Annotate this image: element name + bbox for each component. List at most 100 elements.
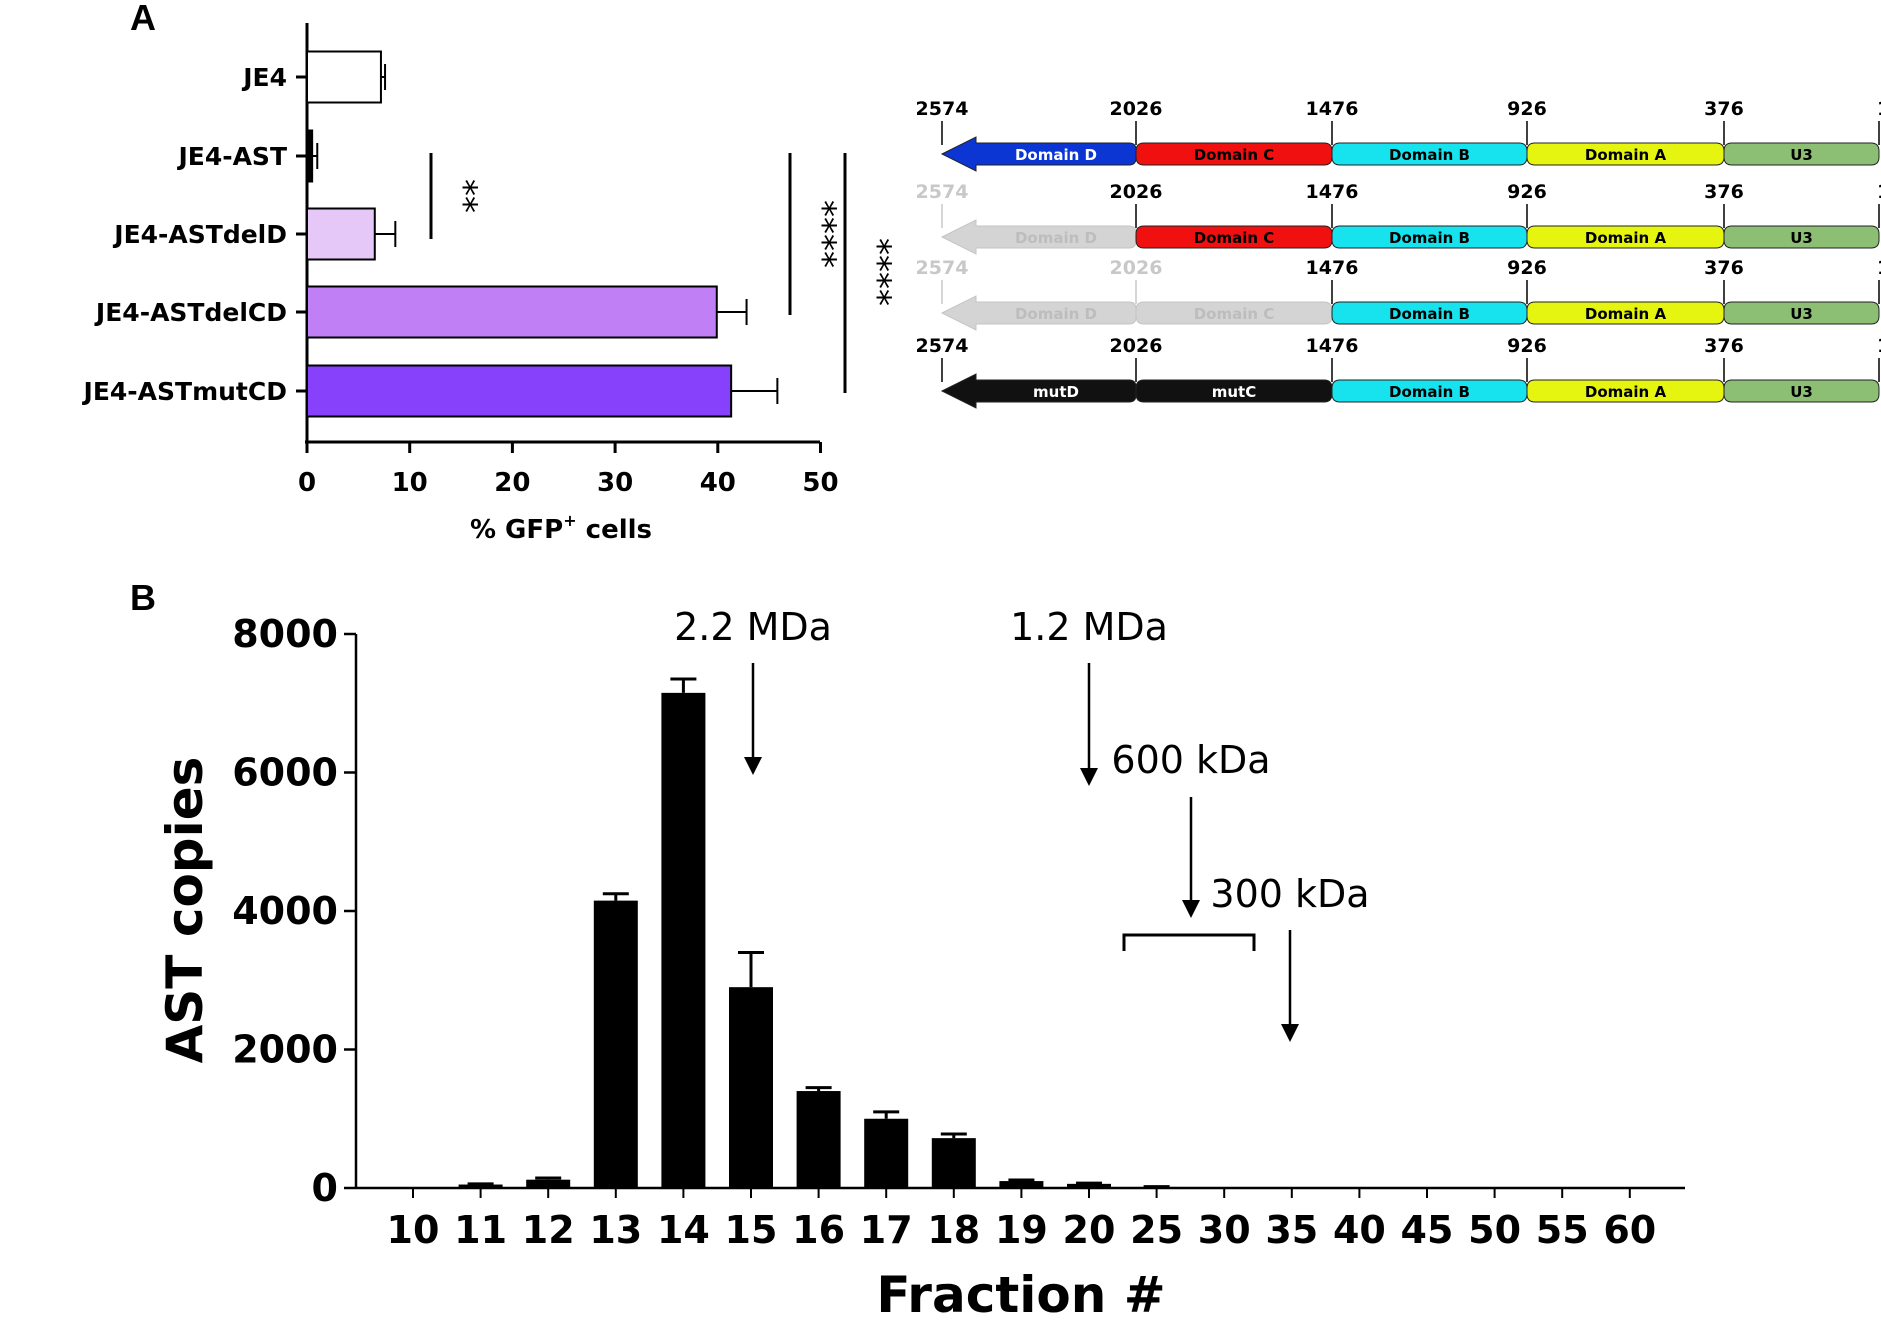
coordinate-label: 926 [1507,181,1547,203]
panel-a-significance: ********** [429,153,898,393]
coordinate-label: 1 [1877,335,1881,357]
domain-segment [1526,225,1725,249]
arrow-head [1182,900,1200,918]
significance-label: **** [803,200,843,268]
domain-label: U3 [1790,305,1813,323]
y-tick-label: 4000 [232,889,338,933]
coordinate-label: 2574 [916,181,969,203]
y-tick-label: 8000 [232,612,338,656]
panel-b-x-axis-label: Fraction # [876,1266,1165,1322]
bar [729,987,773,1188]
x-tick-label: 16 [792,1208,845,1252]
x-tick-label: 40 [1333,1208,1386,1252]
panel-b-y-ticks: 0 2000 4000 6000 8000 [232,612,356,1210]
bar [526,1179,571,1188]
construct-track: 2574 2026 1476 926 376 1 mutD mutC Domain B Domai… [916,335,1881,409]
x-tick-label: 13 [589,1208,642,1252]
y-tick-label: 0 [312,1166,338,1210]
bar [458,1184,503,1188]
construct-diagram: 2574 2026 1476 926 376 1 Domain D Domain C Domai… [916,98,1881,409]
panel-a-x-axis-label: % GFP+ cells [470,511,652,545]
panel-a-categories: JE4 JE4-AST JE4-ASTdelD JE4-ASTdelCD JE4-AST… [82,63,307,406]
coordinate-label: 376 [1704,181,1744,203]
size-marker-label: 2.2 MDa [674,605,832,649]
domain-label: U3 [1790,383,1813,401]
significance-label: **** [858,238,898,306]
x-tick-label: 12 [522,1208,575,1252]
coordinate-label: 2026 [1110,181,1163,203]
panel-b-bar-chart: 0 2000 4000 6000 8000 10 11 12 13 14 15 16 17 18 19 20… [156,605,1685,1322]
arrow-head [1080,768,1098,786]
coordinate-label: 2026 [1110,98,1163,120]
category-label: JE4-ASTdelCD [94,298,287,327]
y-tick-label: 6000 [232,751,338,795]
panel-a-bars [306,50,779,418]
x-tick-label: 14 [657,1208,710,1252]
bar [931,1138,976,1188]
x-label-sup: + [563,511,576,530]
domain-segment [1526,379,1725,403]
panel-a-letter: A [130,0,156,38]
size-marker-label: 1.2 MDa [1010,605,1168,649]
x-tick-label: 40 [700,468,736,498]
bar [999,1181,1044,1188]
size-marker-label: 300 kDa [1210,872,1369,916]
domain-segment [1723,301,1880,325]
domain-label: mutD [1033,383,1079,401]
coordinate-label: 1 [1877,181,1881,203]
domain-label: Domain B [1389,146,1470,164]
x-tick-label: 10 [392,468,428,498]
coordinate-label: 926 [1507,257,1547,279]
coordinate-label: 376 [1704,98,1744,120]
domain-segment [1723,379,1880,403]
domain-label: Domain D [1015,305,1097,323]
x-tick-label: 0 [298,468,316,498]
x-tick-label: 55 [1536,1208,1589,1252]
x-tick-label: 30 [597,468,633,498]
coordinate-label: 1476 [1306,257,1359,279]
x-tick-label: 45 [1401,1208,1454,1252]
domain-segment [1723,142,1880,166]
domain-segment [1135,301,1333,325]
size-marker-label: 600 kDa [1111,738,1270,782]
category-label: JE4-ASTdelD [112,220,287,249]
domain-segment [1723,225,1880,249]
bar [306,285,718,339]
domain-label: Domain B [1389,305,1470,323]
x-tick-label: 20 [1063,1208,1116,1252]
domain-label: Domain D [1015,146,1097,164]
coordinate-label: 2026 [1110,335,1163,357]
domain-label: Domain C [1194,146,1275,164]
panel-b-y-axis-label: AST copies [156,757,214,1064]
x-tick-label: 19 [995,1208,1048,1252]
x-tick-label: 18 [927,1208,980,1252]
arrow-head [744,757,762,775]
coordinate-label: 926 [1507,98,1547,120]
domain-label: Domain A [1585,229,1667,247]
panel-b-letter: B [130,577,156,618]
x-tick-label: 11 [454,1208,507,1252]
coordinate-label: 2574 [916,257,969,279]
domain-label: Domain A [1585,146,1667,164]
domain-segment [1135,379,1333,403]
coordinate-label: 376 [1704,257,1744,279]
category-label: JE4 [241,63,287,92]
domain-segment [1526,142,1725,166]
domain-label: U3 [1790,229,1813,247]
domain-label: mutC [1212,383,1257,401]
x-tick-label: 20 [494,468,530,498]
bar [306,207,376,261]
y-tick-label: 2000 [232,1028,338,1072]
construct-track: 2574 2026 1476 926 376 1 Domain D Domain C Domai… [916,257,1881,331]
x-tick-label: 50 [802,468,838,498]
coordinate-label: 376 [1704,335,1744,357]
coordinate-label: 2574 [916,98,969,120]
domain-segment [1331,379,1528,403]
coordinate-label: 2574 [916,335,969,357]
bar [306,129,314,183]
coordinate-label: 1 [1877,257,1881,279]
bar [796,1091,841,1188]
domain-label: Domain B [1389,229,1470,247]
domain-segment [1331,301,1528,325]
